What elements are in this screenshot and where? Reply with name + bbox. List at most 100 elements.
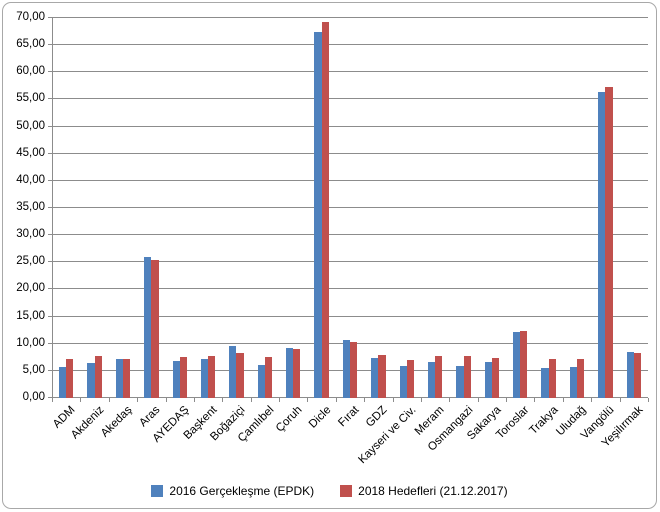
y-axis-tick-label: 20,00 [16, 282, 45, 295]
y-axis-tick-label: 60,00 [16, 65, 45, 78]
y-axis-tick [48, 342, 52, 344]
legend-item-2018: 2018 Hedefleri (21.12.2017) [340, 484, 508, 498]
x-axis-tick [562, 398, 564, 402]
legend-swatch-2016-icon [151, 485, 164, 497]
bar-Akdeniz-2018 Hedefleri (21.12.2017) [94, 355, 102, 398]
bar-Sakarya-2018 Hedefleri (21.12.2017) [491, 357, 500, 398]
gridline-15 [52, 315, 648, 317]
x-axis-tick [279, 398, 281, 402]
bar-Çamlıbel-2018 Hedefleri (21.12.2017) [264, 357, 273, 398]
y-axis-tick-label: 10,00 [16, 336, 45, 349]
bar-Dicle-2018 Hedefleri (21.12.2017) [321, 22, 329, 398]
y-axis-tick [48, 315, 52, 317]
bar-Meram-2018 Hedefleri (21.12.2017) [435, 355, 443, 398]
gridline-45 [52, 152, 648, 154]
x-axis-tick [137, 398, 139, 402]
y-axis-tick-label: 15,00 [16, 309, 45, 322]
y-axis-tick [48, 98, 52, 100]
bar-Kayseri ve Civ.-2018 Hedefleri (21.12.2017) [406, 360, 414, 398]
gridline-65 [52, 44, 648, 46]
bar-Kayseri ve Civ.-2016 Gerçekleşme (EPDK) [399, 365, 407, 398]
gridline-55 [52, 98, 648, 100]
bar-Çoruh-2018 Hedefleri (21.12.2017) [293, 348, 301, 398]
y-axis-tick-label: 40,00 [16, 173, 45, 186]
legend-swatch-2018-icon [340, 485, 353, 497]
bar-Başkent-2018 Hedefleri (21.12.2017) [208, 355, 216, 398]
bar-GDZ-2016 Gerçekleşme (EPDK) [371, 357, 379, 398]
legend-item-2016: 2016 Gerçekleşme (EPDK) [151, 484, 314, 498]
gridline-40 [52, 179, 648, 181]
y-axis-tick [48, 17, 52, 18]
bar-Akdeniz-2016 Gerçekleşme (EPDK) [87, 362, 95, 398]
bar-Çoruh-2016 Gerçekleşme (EPDK) [286, 347, 294, 398]
gridline-50 [52, 125, 648, 127]
bar-Fırat-2016 Gerçekleşme (EPDK) [342, 339, 350, 398]
bar-Aras-2018 Hedefleri (21.12.2017) [151, 259, 159, 398]
bar-Vangölü-2016 Gerçekleşme (EPDK) [598, 92, 606, 398]
bar-ADM-2018 Hedefleri (21.12.2017) [66, 358, 74, 398]
x-axis-tick [193, 398, 195, 402]
x-axis-tick [477, 398, 479, 402]
gridline-25 [52, 261, 648, 263]
y-axis-tick-label: 50,00 [16, 119, 45, 132]
y-axis-tick [48, 125, 52, 127]
x-axis-tick [108, 398, 110, 402]
bar-Uludağ-2018 Hedefleri (21.12.2017) [577, 358, 585, 398]
bar-Osmangazi-2018 Hedefleri (21.12.2017) [463, 356, 471, 398]
bar-Aras-2016 Gerçekleşme (EPDK) [144, 257, 152, 398]
y-axis-tick-label: 5,00 [22, 363, 45, 376]
x-axis-tick [250, 398, 252, 402]
y-axis-tick-label: 25,00 [16, 255, 45, 268]
y-axis-tick [48, 261, 52, 263]
x-axis-tick [420, 398, 422, 402]
x-axis-tick [80, 398, 82, 402]
x-axis-tick [52, 398, 53, 402]
bar-AYEDAŞ-2016 Gerçekleşme (EPDK) [172, 360, 180, 398]
bar-Uludağ-2016 Gerçekleşme (EPDK) [569, 366, 578, 398]
gridline-35 [52, 207, 648, 208]
bar-Meram-2016 Gerçekleşme (EPDK) [427, 362, 436, 398]
x-axis-tick [335, 398, 337, 402]
y-axis-tick [48, 288, 52, 290]
legend-label-2016: 2016 Gerçekleşme (EPDK) [169, 484, 315, 498]
x-axis-tick [506, 398, 508, 402]
y-axis-tick [48, 44, 52, 46]
x-axis-tick [449, 398, 451, 402]
y-axis-tick-label: 55,00 [16, 92, 45, 105]
bar-Boğaziçi-2016 Gerçekleşme (EPDK) [229, 346, 237, 398]
bar-Toroslar-2016 Gerçekleşme (EPDK) [513, 332, 521, 398]
y-axis-tick [48, 152, 52, 154]
legend: 2016 Gerçekleşme (EPDK) 2018 Hedefleri (… [3, 484, 656, 498]
y-axis-tick [48, 207, 52, 208]
bar-Toroslar-2018 Hedefleri (21.12.2017) [520, 330, 528, 398]
bar-Fırat-2018 Hedefleri (21.12.2017) [350, 341, 358, 398]
gridline-60 [52, 71, 648, 73]
y-axis-tick-label: 30,00 [16, 228, 45, 241]
y-axis-tick-label: 35,00 [16, 201, 45, 213]
x-axis-tick [307, 398, 309, 402]
bar-Trakya-2018 Hedefleri (21.12.2017) [548, 358, 556, 398]
y-axis-tick [48, 179, 52, 181]
bar-Dicle-2016 Gerçekleşme (EPDK) [314, 32, 322, 398]
bar-Sakarya-2016 Gerçekleşme (EPDK) [484, 362, 492, 398]
y-axis-line [52, 18, 53, 402]
y-axis-tick [48, 71, 52, 73]
bar-GDZ-2018 Hedefleri (21.12.2017) [378, 354, 386, 398]
bar-Yeşilırmak-2018 Hedefleri (21.12.2017) [633, 353, 641, 398]
bar-ADM-2016 Gerçekleşme (EPDK) [58, 366, 67, 398]
gridline-20 [52, 288, 648, 290]
y-axis-tick-label: 65,00 [16, 38, 45, 51]
bar-Vangölü-2018 Hedefleri (21.12.2017) [605, 87, 613, 398]
bar-Trakya-2016 Gerçekleşme (EPDK) [541, 367, 549, 398]
x-axis-tick [534, 398, 536, 402]
bar-Akedaş-2016 Gerçekleşme (EPDK) [115, 358, 123, 398]
y-axis-tick [48, 234, 52, 236]
y-axis-tick [48, 397, 52, 398]
legend-label-2018: 2018 Hedefleri (21.12.2017) [358, 484, 508, 498]
bar-Osmangazi-2016 Gerçekleşme (EPDK) [456, 365, 464, 398]
y-axis-tick-label: 70,00 [16, 11, 45, 23]
bar-AYEDAŞ-2018 Hedefleri (21.12.2017) [179, 356, 187, 398]
y-axis-tick-label: 45,00 [16, 146, 45, 159]
bar-Yeşilırmak-2016 Gerçekleşme (EPDK) [626, 352, 634, 398]
